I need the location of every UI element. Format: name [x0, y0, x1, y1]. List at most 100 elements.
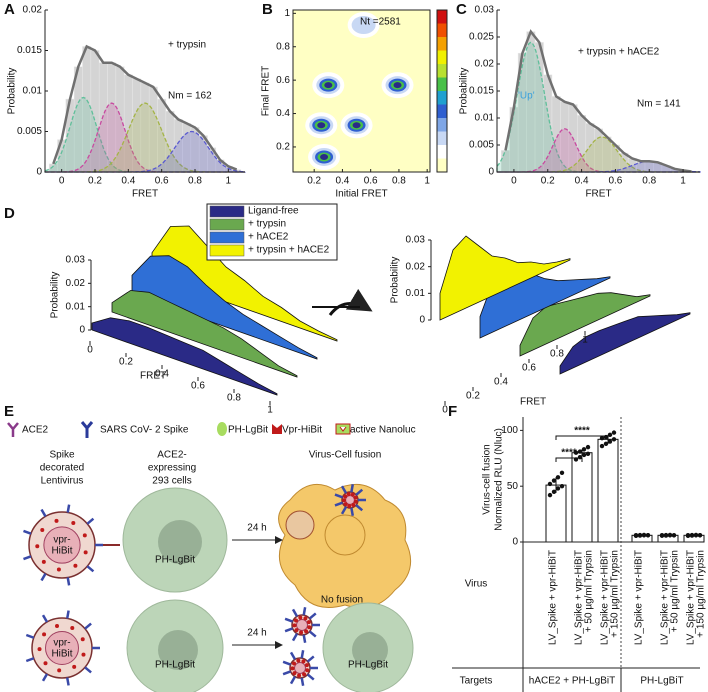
data-point [689, 532, 695, 538]
data-point [555, 486, 561, 491]
hibit [73, 563, 78, 568]
legend-label: active Nanoluc [350, 425, 416, 436]
x-tick-label: + 50 µg/ml Trypsin [670, 550, 681, 632]
data-point [577, 449, 583, 454]
x-tick-label: + 150 µg/ml Trypsin [610, 550, 621, 638]
hibit [72, 664, 77, 669]
fit-line [504, 29, 692, 173]
panel-label: B [262, 1, 273, 18]
hibit [37, 647, 42, 652]
colorbar-band [437, 145, 447, 159]
time-label: 24 h [247, 628, 266, 639]
frame [292, 9, 431, 173]
n-label: Nm = 141 [637, 99, 681, 110]
spike [284, 627, 294, 633]
waterfall-series [111, 290, 298, 378]
colorbar-band [437, 37, 447, 51]
spike [300, 650, 305, 659]
n-label: Nm = 162 [168, 91, 212, 102]
colorbar-band [437, 10, 447, 24]
legend-label: SARS CoV- 2 Spike [100, 425, 189, 436]
y-tick-label: 50 [507, 481, 519, 492]
spike [308, 630, 317, 638]
x-tick-label: 0 [59, 176, 65, 187]
x-axis-label: FRET [140, 371, 166, 382]
contour-ring [351, 16, 376, 35]
spike [350, 484, 355, 493]
hibit [342, 498, 347, 503]
contour-peak [305, 112, 338, 139]
nucleus [324, 514, 366, 556]
core [296, 619, 308, 631]
data-point [693, 532, 699, 538]
y-tick-label: 0 [488, 167, 494, 178]
waterfall-series [151, 225, 338, 342]
hibit [35, 544, 40, 549]
y-tick-label: 0.015 [17, 45, 42, 56]
legend-swatch [209, 244, 245, 257]
data-point [671, 533, 677, 538]
spike [289, 651, 297, 660]
spike [308, 612, 317, 620]
colorbar-band [437, 64, 447, 78]
hibit [343, 502, 348, 507]
bar [571, 452, 593, 543]
nucleus [352, 632, 388, 668]
x-tick-label: LV_Spike + vpr-HiBiT [660, 550, 671, 645]
data-point [547, 492, 553, 498]
hibit [54, 518, 59, 523]
y-axis-label: Normalized RLU (Nluc) [494, 428, 505, 531]
data-point [697, 532, 703, 538]
spike [291, 633, 299, 642]
data-point [645, 532, 651, 538]
spike [284, 617, 294, 623]
legend-label: + trypsin [248, 219, 286, 230]
x-tick-label: 0.4 [121, 176, 135, 187]
x-tick-label: 0.4 [335, 176, 349, 187]
data-point [607, 432, 613, 438]
data-point [603, 441, 609, 446]
data-point [585, 451, 591, 457]
legend-label: + trypsin + hACE2 [248, 245, 330, 256]
hibit [298, 615, 303, 620]
x-tick-label: 0.8 [392, 176, 406, 187]
x-tick-label: LV_Spike + vpr-HiBiT [686, 550, 697, 645]
legend-label: ACE2 [22, 425, 49, 436]
y-tick-label: 0.025 [469, 32, 494, 43]
virion-label: vpr- [53, 535, 70, 546]
y-tick-label: 0.01 [406, 288, 426, 299]
spike [334, 501, 343, 507]
data-point [555, 475, 561, 480]
spike [66, 577, 71, 586]
x-tick-label: 1 [582, 335, 588, 346]
sig-bracket [555, 457, 583, 462]
hibit [304, 629, 309, 634]
data-point [551, 489, 557, 494]
spike [282, 670, 292, 676]
hibit [83, 550, 88, 555]
y-tick-label: 0.01 [475, 113, 495, 124]
significance: **** [561, 448, 577, 459]
hibit [303, 616, 308, 621]
heading: Spike [49, 450, 74, 461]
data-point [585, 444, 591, 450]
x-tick-label: 0.4 [494, 377, 508, 388]
hibit [82, 533, 87, 538]
y-tick-label: 0.01 [23, 86, 43, 97]
y-axis-label: Virus-cell fusion [482, 444, 493, 514]
x-tick-label: 0.4 [155, 369, 169, 380]
spike [86, 517, 95, 525]
spike [25, 657, 35, 663]
x-tick-label: 0.2 [119, 357, 133, 368]
y-tick-label: 0.03 [475, 5, 495, 16]
diagram-e [100, 288, 414, 692]
spike [65, 610, 70, 619]
y-tick-label: 0.01 [66, 301, 86, 312]
spike [41, 614, 49, 623]
colorbar-band [437, 50, 447, 64]
legend-label: PH-LgBit [228, 425, 268, 436]
y-tick-label: 0.2 [276, 142, 290, 153]
y-tick-label: 0.005 [469, 140, 494, 151]
hibit [351, 503, 356, 508]
